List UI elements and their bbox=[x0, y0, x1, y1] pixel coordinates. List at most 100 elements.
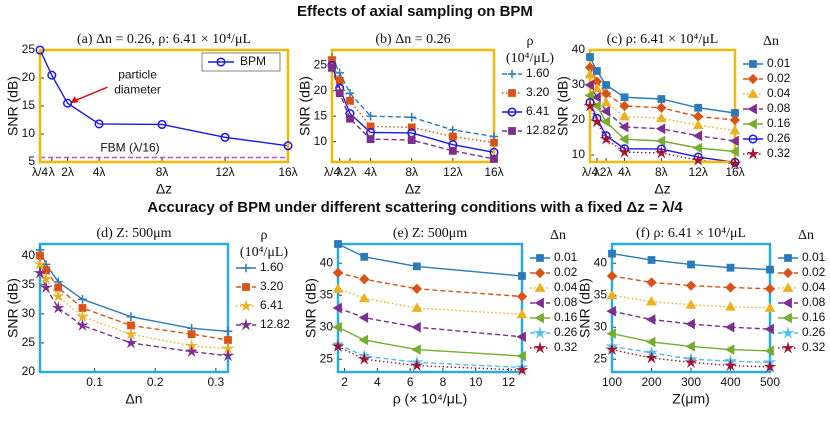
legend-marker bbox=[507, 107, 517, 117]
y-tick-label: 15 bbox=[314, 108, 328, 122]
x-tick-label: λ/4 bbox=[582, 165, 598, 179]
x-tick-label: 100 bbox=[602, 375, 622, 389]
point bbox=[583, 99, 597, 112]
point bbox=[620, 93, 629, 102]
point bbox=[694, 103, 703, 112]
point bbox=[591, 82, 603, 93]
point bbox=[124, 336, 138, 349]
reference-label: FBM (λ/16) bbox=[100, 141, 159, 155]
legend-label: 0.32 bbox=[554, 340, 578, 354]
point bbox=[78, 304, 87, 312]
point bbox=[358, 334, 369, 346]
plot-frame bbox=[38, 48, 290, 164]
y-axis-label: SNR (dB) bbox=[577, 278, 593, 338]
legend-label: 0.02 bbox=[802, 265, 826, 279]
point bbox=[654, 146, 668, 159]
x-tick-label: 6 bbox=[407, 375, 414, 389]
legend-label: 12.82 bbox=[526, 123, 556, 137]
y-axis-label: SNR (dB) bbox=[303, 278, 319, 338]
y-tick-label: 10 bbox=[572, 147, 586, 161]
point bbox=[335, 68, 345, 78]
point bbox=[692, 119, 704, 130]
x-tick-label: 4λ bbox=[364, 165, 377, 179]
point bbox=[619, 100, 630, 112]
x-tick-label: 4λ bbox=[93, 165, 106, 179]
point bbox=[657, 95, 666, 103]
legend-label: 1.60 bbox=[526, 66, 550, 80]
legend-label: 0.04 bbox=[554, 280, 578, 294]
point bbox=[619, 110, 630, 121]
point bbox=[185, 344, 199, 358]
point bbox=[646, 296, 657, 306]
legend-marker bbox=[507, 69, 517, 79]
panel-title: (e) Z: 500μm bbox=[393, 226, 467, 241]
x-tick-label: 12λ bbox=[215, 165, 234, 179]
x-tick-label: 300 bbox=[681, 375, 701, 389]
point bbox=[358, 312, 369, 323]
y-tick-label: 20 bbox=[22, 364, 36, 378]
point bbox=[411, 344, 421, 355]
point bbox=[345, 88, 355, 98]
point bbox=[619, 133, 629, 145]
legend-label: 0.02 bbox=[554, 265, 578, 279]
point bbox=[54, 283, 63, 292]
y-tick-label: 10 bbox=[314, 134, 328, 148]
point bbox=[764, 323, 774, 335]
point bbox=[593, 67, 601, 75]
y-tick-label: 25 bbox=[594, 351, 608, 365]
legend-marker bbox=[239, 318, 253, 331]
x-axis-label: Z(μm) bbox=[672, 391, 710, 407]
point bbox=[407, 136, 416, 145]
heading: Accuracy of BPM under different scatteri… bbox=[147, 199, 683, 216]
point bbox=[723, 358, 738, 372]
point bbox=[78, 294, 87, 304]
point bbox=[726, 263, 735, 272]
y-tick-label: 20 bbox=[572, 112, 586, 126]
plot-frame bbox=[330, 48, 496, 164]
x-tick-label: 8λ bbox=[405, 165, 418, 179]
x-axis-label: Δz bbox=[405, 181, 421, 197]
x-tick-label: 0.3 bbox=[208, 375, 225, 389]
y-tick-label: 20 bbox=[314, 83, 328, 97]
y-tick-label: 35 bbox=[320, 287, 334, 301]
x-axis-label: Δn bbox=[125, 391, 142, 407]
plot-frame bbox=[38, 242, 230, 374]
x-tick-label: λ bbox=[337, 165, 343, 179]
legend-label: 0.32 bbox=[767, 146, 791, 160]
legend-label: 0.16 bbox=[767, 116, 791, 130]
series-line bbox=[39, 264, 229, 350]
series-line bbox=[39, 249, 229, 332]
point bbox=[584, 68, 596, 79]
point bbox=[516, 331, 526, 343]
point bbox=[516, 308, 528, 319]
point bbox=[692, 130, 703, 142]
point bbox=[126, 312, 136, 322]
point bbox=[490, 155, 498, 163]
point bbox=[36, 251, 44, 260]
x-tick-label: 0.1 bbox=[86, 375, 103, 389]
point bbox=[684, 355, 698, 368]
x-axis-label: Δz bbox=[156, 181, 172, 197]
legend-label: 0.01 bbox=[802, 250, 826, 264]
legend-marker bbox=[508, 89, 516, 97]
legend-marker bbox=[784, 254, 792, 262]
legend-marker bbox=[216, 57, 226, 67]
legend-label: BPM bbox=[240, 54, 266, 68]
legend-title: Δn bbox=[763, 34, 779, 49]
y-tick-label: 25 bbox=[314, 57, 328, 71]
legend-marker bbox=[747, 103, 757, 115]
point bbox=[515, 363, 529, 376]
legend-title: (10⁴/μL) bbox=[506, 51, 554, 66]
point bbox=[157, 119, 167, 130]
y-tick-label: 40 bbox=[572, 42, 586, 56]
x-tick-label: 0.2 bbox=[147, 375, 164, 389]
x-tick-label: 200 bbox=[641, 375, 661, 389]
point bbox=[411, 283, 423, 294]
heading: Effects of axial sampling on BPM bbox=[297, 3, 533, 20]
point bbox=[764, 302, 776, 312]
point bbox=[332, 302, 342, 314]
point bbox=[729, 146, 739, 157]
point bbox=[518, 272, 526, 280]
annotation-text: particle bbox=[118, 67, 157, 81]
series-line bbox=[611, 294, 771, 309]
